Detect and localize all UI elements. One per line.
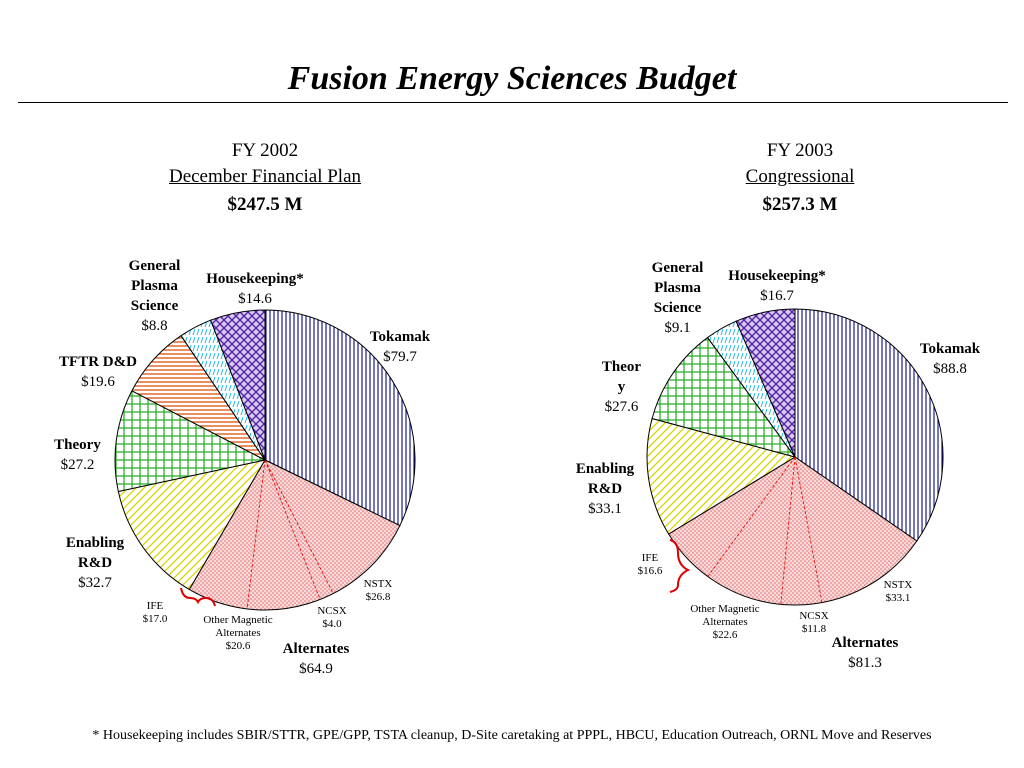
fy2002-enabling-name-2: R&D bbox=[77, 555, 113, 571]
fy2002-enabling-name-1: Enabling bbox=[65, 535, 125, 551]
fy2003-year: FY 2003 bbox=[766, 140, 834, 161]
fy2002-enabling-value: $32.7 bbox=[78, 575, 112, 591]
fy2002-slice-tokamak bbox=[264, 309, 416, 527]
fy2003-label-ife: IFE $16.6 bbox=[628, 552, 672, 578]
fy2002-tokamak-name: Tokamak bbox=[369, 329, 431, 345]
fy2003-total: $257.3 M bbox=[762, 194, 838, 215]
fy2002-year: FY 2002 bbox=[231, 140, 299, 161]
fy2002-other-name-2: Alternates bbox=[215, 627, 261, 639]
fy2003-plan: Congressional bbox=[745, 166, 855, 187]
fy2003-other-name-2: Alternates bbox=[702, 616, 748, 628]
fy2003-enabling-value: $33.1 bbox=[588, 501, 622, 517]
fy2002-alternates-name: Alternates bbox=[282, 641, 350, 657]
fy2003-nstx-value: $33.1 bbox=[885, 592, 911, 604]
fy2003-ife-brace bbox=[669, 539, 691, 593]
fy2002-other-value: $20.6 bbox=[225, 640, 251, 652]
fy2003-housekeeping-name: Housekeeping* bbox=[728, 268, 826, 284]
fy2002-slice-theory bbox=[114, 390, 267, 493]
fy2003-label-nstx: NSTX $33.1 bbox=[870, 579, 926, 605]
fy2002-housekeeping-value: $14.6 bbox=[238, 291, 272, 307]
fy2002-divider-nstx bbox=[264, 459, 334, 594]
fy2002-housekeeping-name: Housekeeping* bbox=[206, 271, 304, 287]
fy2002-alternates-value: $64.9 bbox=[299, 661, 333, 677]
fy2002-label-gps: General Plasma Science $8.8 bbox=[112, 256, 197, 336]
fy2002-label-tokamak: Tokamak $79.7 bbox=[355, 327, 445, 367]
fy2002-pie bbox=[114, 309, 416, 611]
fy2002-other-name-1: Other Magnetic bbox=[203, 614, 273, 626]
fy2002-tokamak-value: $79.7 bbox=[383, 349, 417, 365]
fy2002-tftr-value: $19.6 bbox=[81, 374, 115, 390]
fy2002-label-theory: Theory $27.2 bbox=[40, 435, 115, 475]
fy2003-header: FY 2003 Congressional $257.3 M bbox=[640, 138, 960, 218]
fy2002-label-nstx: NSTX $26.8 bbox=[350, 578, 406, 604]
fy2002-ife-value: $17.0 bbox=[142, 613, 168, 625]
fy2003-slice-theory bbox=[651, 336, 797, 458]
fy2003-gps-value: $9.1 bbox=[664, 320, 691, 336]
fy2003-enabling-name-2: R&D bbox=[587, 481, 623, 497]
fy2002-label-ncsx: NCSX $4.0 bbox=[304, 605, 360, 631]
fy2003-tokamak-name: Tokamak bbox=[919, 341, 981, 357]
fy2003-gps-name-3: Science bbox=[653, 300, 702, 316]
fy2003-ncsx-name: NCSX bbox=[799, 610, 829, 622]
fy2003-pie bbox=[646, 308, 944, 606]
fy2002-ncsx-name: NCSX bbox=[317, 605, 347, 617]
fy2003-alternates-name: Alternates bbox=[831, 635, 899, 651]
fy2002-label-tftr: TFTR D&D $19.6 bbox=[43, 352, 153, 392]
fy2002-label-housekeeping: Housekeeping* $14.6 bbox=[190, 269, 320, 309]
fy2003-theory-value: $27.6 bbox=[604, 399, 639, 415]
fy2003-ife-value: $16.6 bbox=[637, 565, 663, 577]
fy2003-label-other-magnetic: Other Magnetic Alternates $22.6 bbox=[684, 603, 766, 642]
fy2002-gps-name-1: General bbox=[128, 258, 181, 274]
fy2002-nstx-value: $26.8 bbox=[365, 591, 391, 603]
fy2003-label-theory: Theor y $27.6 bbox=[594, 357, 649, 417]
footnote: * Housekeeping includes SBIR/STTR, GPE/G… bbox=[92, 728, 932, 743]
fy2002-slice-enabling bbox=[117, 459, 267, 591]
fy2002-gps-value: $8.8 bbox=[141, 318, 168, 334]
fy2002-slice-housekeeping bbox=[210, 309, 266, 461]
fy2002-theory-name: Theory bbox=[54, 437, 101, 453]
fy2002-nstx-name: NSTX bbox=[363, 578, 393, 590]
fy2002-ife-brace bbox=[180, 587, 216, 607]
fy2002-label-ife: IFE $17.0 bbox=[130, 600, 180, 626]
fy2003-label-gps: General Plasma Science $9.1 bbox=[640, 258, 715, 338]
fy2003-other-value: $22.6 bbox=[712, 629, 738, 641]
fy2003-label-enabling: Enabling R&D $33.1 bbox=[565, 459, 645, 519]
fy2003-label-ncsx: NCSX $11.8 bbox=[786, 610, 842, 636]
fy2002-plan: December Financial Plan bbox=[168, 166, 362, 187]
fy2002-gps-name-3: Science bbox=[130, 298, 179, 314]
fy2003-gps-name-2: Plasma bbox=[654, 280, 701, 296]
fy2002-theory-value: $27.2 bbox=[60, 457, 95, 473]
fy2003-gps-name-1: General bbox=[651, 260, 704, 276]
fy2003-label-alternates: Alternates $81.3 bbox=[815, 633, 915, 673]
fy2003-tokamak-value: $88.8 bbox=[933, 361, 967, 377]
fy2003-ncsx-value: $11.8 bbox=[801, 623, 827, 635]
fy2003-slice-tokamak bbox=[794, 308, 944, 542]
fy2002-ncsx-value: $4.0 bbox=[322, 618, 342, 630]
fy2003-theory-name-2: y bbox=[617, 379, 626, 395]
fy2002-total: $247.5 M bbox=[227, 194, 303, 215]
fy2002-label-alternates: Alternates $64.9 bbox=[266, 639, 366, 679]
fy2003-label-tokamak: Tokamak $88.8 bbox=[905, 339, 995, 379]
fy2002-gps-name-2: Plasma bbox=[131, 278, 178, 294]
fy2003-ife-name: IFE bbox=[641, 552, 659, 564]
fy2003-other-name-1: Other Magnetic bbox=[690, 603, 760, 615]
fy2002-header: FY 2002 December Financial Plan $247.5 M bbox=[105, 138, 425, 218]
fy2003-housekeeping-value: $16.7 bbox=[760, 288, 794, 304]
fy2002-label-enabling: Enabling R&D $32.7 bbox=[55, 533, 135, 593]
title-divider bbox=[18, 102, 1008, 103]
fy2003-theory-name-1: Theor bbox=[601, 359, 642, 375]
fy2003-label-housekeeping: Housekeeping* $16.7 bbox=[712, 266, 842, 306]
fy2003-enabling-name-1: Enabling bbox=[575, 461, 635, 477]
page-title: Fusion Energy Sciences Budget bbox=[287, 60, 737, 97]
fy2002-ife-name: IFE bbox=[146, 600, 164, 612]
fy2003-alternates-value: $81.3 bbox=[848, 655, 882, 671]
fy2003-nstx-name: NSTX bbox=[883, 579, 913, 591]
fy2002-label-other-magnetic: Other Magnetic Alternates $20.6 bbox=[197, 614, 279, 653]
fy2003-slice-alternates bbox=[667, 456, 918, 606]
fy2003-slice-housekeeping bbox=[735, 308, 796, 458]
fy2002-tftr-name: TFTR D&D bbox=[59, 354, 137, 370]
